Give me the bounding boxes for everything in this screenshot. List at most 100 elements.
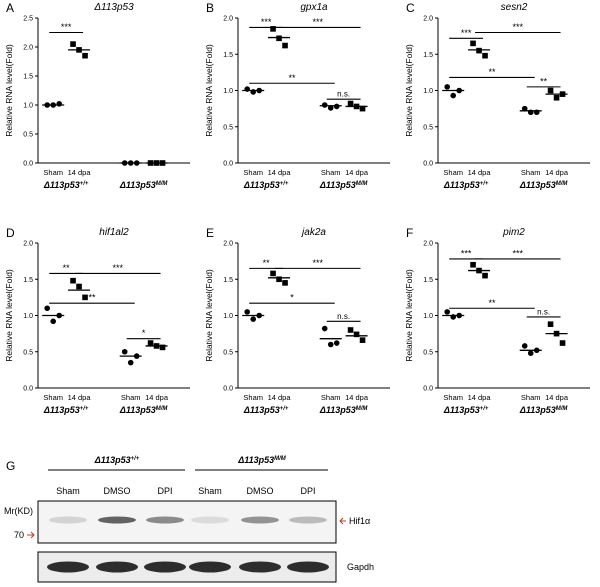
x-condition-label: Sham (243, 168, 263, 177)
chart-title: sesn2 (501, 2, 528, 13)
x-condition-label: Sham (443, 168, 463, 177)
x-condition-label: 14 dpa (545, 168, 569, 177)
lane-label: DMSO (104, 486, 131, 496)
significance-label: *** (261, 17, 272, 27)
chart-title: jak2a (300, 227, 326, 238)
y-tick-label: 0.0 (223, 161, 233, 168)
hif1a-band (49, 516, 87, 524)
data-point (359, 337, 366, 343)
y-tick-label: 1.0 (423, 313, 433, 320)
data-point (127, 359, 134, 366)
x-condition-label: Sham (43, 168, 63, 177)
chart-title: pim2 (502, 227, 525, 238)
data-point (333, 340, 340, 346)
significance-label: ** (288, 73, 296, 83)
data-point (450, 92, 456, 99)
significance-label: *** (61, 22, 72, 32)
gapdh-label: Gapdh (347, 562, 374, 572)
data-point (244, 309, 250, 315)
x-condition-label: Sham (521, 168, 541, 177)
band-arrow-icon (339, 517, 346, 525)
gapdh-band (239, 561, 281, 573)
data-point (276, 35, 282, 42)
x-condition-label: Sham (243, 393, 263, 402)
x-condition-label: Sham (321, 393, 341, 402)
significance-label: n.s. (337, 90, 350, 99)
gapdh-band (96, 561, 138, 573)
lane-label: Sham (198, 486, 222, 496)
lane-label: Sham (56, 486, 80, 496)
group-label-wt: Δ113p53+/+ (43, 405, 89, 415)
x-condition-label: Sham (121, 393, 141, 402)
data-point (547, 87, 554, 94)
y-tick-label: 2.0 (23, 45, 33, 52)
data-point (321, 325, 328, 332)
marker-70-label: 70 (14, 530, 24, 540)
y-tick-label: 2.0 (423, 16, 433, 23)
y-tick-label: 1.0 (23, 103, 33, 110)
data-point (56, 101, 62, 107)
hif1a-label: Hif1α (349, 516, 370, 526)
data-point (82, 52, 88, 59)
data-point (70, 277, 76, 284)
blot-group-mut: Δ113p53M/M (237, 455, 287, 465)
data-point (70, 41, 76, 47)
y-tick-label: 0.5 (223, 124, 233, 131)
blot-group-wt: Δ113p53+/+ (94, 455, 140, 465)
significance-label: *** (513, 22, 524, 32)
hif1a-band (98, 516, 136, 524)
chart-title: hif1al2 (99, 227, 129, 238)
lane-label: DPI (157, 486, 172, 496)
x-condition-label: 14 dpa (68, 168, 92, 177)
marker-arrow-icon (27, 531, 35, 539)
lane-label: DMSO (247, 486, 274, 496)
y-axis-label: Relative RNA level(Fold) (4, 44, 14, 137)
x-condition-label: Sham (521, 393, 541, 402)
gapdh-band (287, 561, 329, 573)
group-label-wt: Δ113p53+/+ (443, 180, 489, 190)
significance-label: n.s. (337, 312, 350, 321)
group-label-mut: Δ113p53M/M (319, 180, 369, 190)
hif1a-band (191, 516, 229, 524)
y-tick-label: 1.0 (423, 88, 433, 95)
y-axis-label: Relative RNA level(Fold) (404, 44, 414, 137)
data-point (76, 283, 82, 290)
significance-label: *** (313, 258, 324, 268)
data-point (250, 316, 256, 322)
significance-label: ** (540, 76, 548, 86)
significance-label: *** (113, 263, 124, 273)
y-tick-label: 2.0 (23, 241, 33, 248)
panel-letter: G (6, 459, 15, 473)
y-tick-label: 0.0 (223, 386, 233, 393)
x-condition-label: Sham (443, 393, 463, 402)
data-point (444, 84, 450, 90)
hif1a-band (289, 516, 327, 524)
group-label-mut: Δ113p53M/M (519, 405, 569, 415)
panel-letter: F (406, 226, 413, 240)
data-point (270, 270, 276, 277)
data-point (553, 94, 560, 101)
data-point (50, 318, 56, 325)
x-condition-label: 14 dpa (345, 168, 369, 177)
data-point (121, 348, 128, 355)
western-blot-panel: G Δ113p53+/+ Δ113p53M/M Sham DMSO DPI Sham DMSO… (4, 455, 374, 583)
data-point (476, 47, 482, 54)
data-point (521, 105, 528, 112)
x-condition-label: Sham (321, 168, 341, 177)
data-point (470, 261, 476, 268)
panel-letter: B (206, 1, 214, 15)
x-condition-label: 14 dpa (268, 168, 292, 177)
y-tick-label: 1.5 (423, 277, 433, 284)
y-tick-label: 1.5 (223, 52, 233, 59)
significance-label: * (290, 293, 294, 303)
x-condition-label: 14 dpa (68, 393, 92, 402)
significance-label: * (142, 328, 146, 338)
group-label-mut: Δ113p53M/M (319, 405, 369, 415)
hif1a-band (241, 516, 279, 524)
panel-letter: C (406, 1, 415, 15)
lane-label: DPI (300, 486, 315, 496)
data-point (327, 341, 334, 348)
panel-letter: E (206, 226, 214, 240)
significance-label: *** (461, 28, 472, 38)
